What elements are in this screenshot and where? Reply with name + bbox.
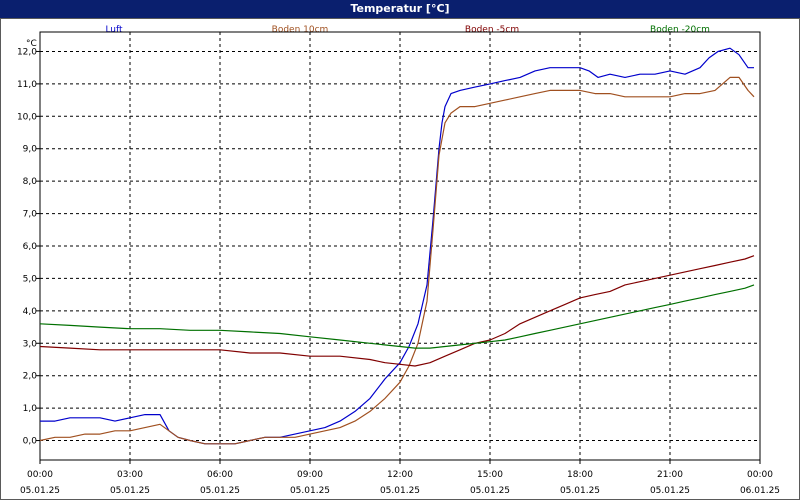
y-tick-label: 11,0	[17, 80, 37, 90]
y-axis-unit: °C	[26, 39, 37, 49]
legend-item-luft: Luft	[105, 25, 123, 35]
x-tick-time: 00:00	[747, 470, 773, 480]
x-tick-time: 12:00	[387, 470, 413, 480]
y-tick-labels: 0,0 1,0 2,0 3,0 4,0 5,0 6,0 7,0 8,0 9,0 10,0 11,0 12…	[17, 47, 37, 446]
x-tick-date: 05.01.25	[560, 486, 600, 496]
legend-item-boden-10cm: Boden 10cm	[271, 25, 329, 35]
y-tick-label: 7,0	[23, 210, 38, 220]
axes	[36, 31, 761, 464]
y-tick-label: 6,0	[23, 242, 38, 252]
x-tick-date: 05.01.25	[110, 486, 150, 496]
series-line-boden-10cm	[39, 76, 755, 445]
y-tick-label: 2,0	[23, 372, 38, 382]
x-tick-time: 00:00	[27, 470, 53, 480]
grid-lines	[40, 32, 760, 460]
y-tick-label: 8,0	[23, 177, 38, 187]
y-tick-label: 1,0	[23, 404, 38, 414]
legend-item-boden-20cm: Boden -20cm	[650, 25, 710, 35]
x-tick-time: 18:00	[567, 470, 593, 480]
x-tick-time: 21:00	[657, 470, 683, 480]
y-tick-label: 4,0	[23, 307, 38, 317]
plot-area-border	[39, 31, 761, 461]
x-tick-date: 05.01.25	[380, 486, 420, 496]
x-tick-date: 06.01.25	[740, 486, 780, 496]
x-tick-time: 06:00	[207, 470, 233, 480]
x-tick-date: 05.01.25	[650, 486, 690, 496]
x-tick-time: 15:00	[477, 470, 503, 480]
chart-title: Temperatur [°C]	[0, 0, 800, 18]
y-tick-label: 0,0	[23, 437, 38, 447]
x-tick-labels: 00:00 05.01.25 03:00 05.01.25 06:00 05.01.25 0…	[20, 470, 780, 496]
series-line-boden-5cm	[39, 255, 755, 367]
x-tick-date: 05.01.25	[20, 486, 60, 496]
y-tick-label: 3,0	[23, 339, 38, 349]
x-tick-date: 05.01.25	[470, 486, 510, 496]
x-tick-time: 09:00	[297, 470, 323, 480]
legend-item-boden-5cm: Boden -5cm	[464, 25, 520, 35]
series-lines	[39, 47, 755, 445]
y-tick-label: 12,0	[17, 47, 37, 57]
y-tick-label: 10,0	[17, 112, 37, 122]
series-line-boden-20cm	[39, 284, 755, 349]
y-tick-label: 9,0	[23, 145, 38, 155]
x-tick-time: 03:00	[117, 470, 143, 480]
x-tick-date: 05.01.25	[290, 486, 330, 496]
y-tick-label: 5,0	[23, 274, 38, 284]
x-tick-date: 05.01.25	[200, 486, 240, 496]
